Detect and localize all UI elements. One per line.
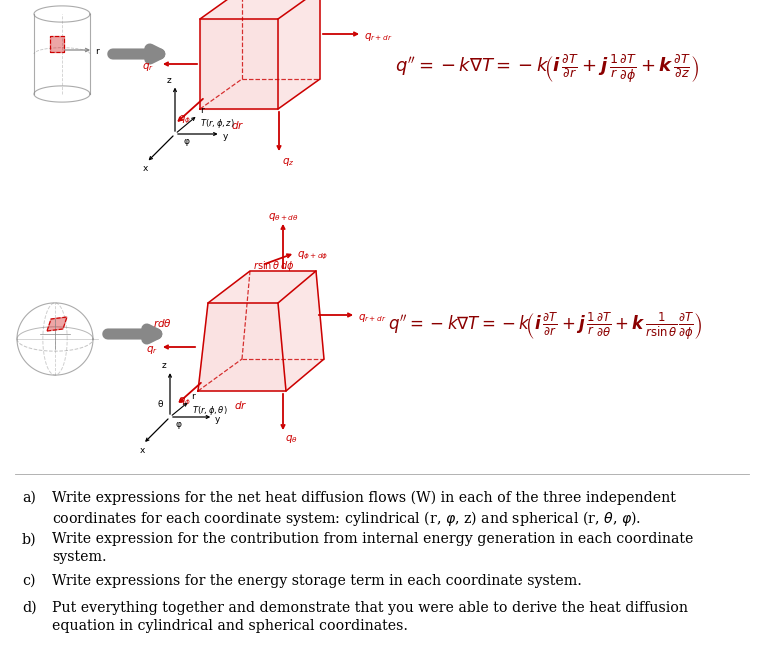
Text: coordinates for each coordinate system: cylindrical (r, $\varphi$, z) and spheri: coordinates for each coordinate system: … (52, 509, 641, 528)
Polygon shape (200, 0, 320, 19)
Text: r: r (199, 106, 203, 115)
Text: x: x (139, 446, 144, 455)
Text: $rd\theta$: $rd\theta$ (153, 317, 172, 329)
Text: $q_{r+dr}$: $q_{r+dr}$ (358, 312, 387, 324)
Text: $q_{\theta+d\theta}$: $q_{\theta+d\theta}$ (268, 211, 299, 223)
Text: equation in cylindrical and spherical coordinates.: equation in cylindrical and spherical co… (52, 619, 408, 633)
Text: θ: θ (158, 400, 163, 409)
Text: $q_\phi$: $q_\phi$ (178, 114, 191, 126)
Text: system.: system. (52, 551, 107, 565)
Text: b): b) (22, 533, 37, 547)
Text: a): a) (22, 491, 36, 505)
Polygon shape (278, 0, 320, 109)
Text: z: z (167, 76, 172, 85)
Text: $q_{r+dr}$: $q_{r+dr}$ (364, 31, 393, 43)
Text: z: z (162, 361, 167, 371)
Text: y: y (215, 415, 220, 424)
Text: $q_r$: $q_r$ (142, 61, 154, 73)
Text: φ: φ (175, 420, 181, 429)
Text: $dr$: $dr$ (231, 119, 244, 131)
Text: $q_{\phi+d\phi}$: $q_{\phi+d\phi}$ (297, 250, 329, 262)
Text: $q_\phi$: $q_\phi$ (178, 395, 191, 408)
Text: Put everything together and demonstrate that you were able to derive the heat di: Put everything together and demonstrate … (52, 601, 688, 615)
Text: $\boldsymbol{q''} = -k\nabla T = -k\!\left(\boldsymbol{i}\,\frac{\partial T}{\pa: $\boldsymbol{q''} = -k\nabla T = -k\!\le… (388, 311, 703, 343)
Text: d): d) (22, 601, 37, 615)
Polygon shape (50, 36, 64, 52)
Polygon shape (198, 303, 286, 391)
Text: x: x (143, 165, 148, 173)
Text: $dz$: $dz$ (193, 0, 207, 1)
Text: Write expressions for the net heat diffusion flows (W) in each of the three inde: Write expressions for the net heat diffu… (52, 491, 676, 505)
Polygon shape (47, 317, 67, 331)
Text: $dr$: $dr$ (234, 399, 248, 411)
Text: $q_z$: $q_z$ (282, 156, 295, 168)
Text: r: r (95, 47, 99, 56)
Polygon shape (200, 19, 278, 109)
Text: y: y (222, 132, 228, 141)
Text: $r\sin\theta\,d\phi$: $r\sin\theta\,d\phi$ (253, 259, 294, 273)
Text: r: r (192, 392, 196, 401)
Polygon shape (208, 271, 316, 303)
Text: $T(r,\phi,\theta)$: $T(r,\phi,\theta)$ (192, 404, 227, 417)
Text: Write expression for the contribution from internal energy generation in each co: Write expression for the contribution fr… (52, 533, 694, 547)
Text: $q_\theta$: $q_\theta$ (285, 433, 298, 445)
Text: c): c) (22, 574, 35, 588)
Text: φ: φ (183, 137, 189, 146)
Text: Write expressions for the energy storage term in each coordinate system.: Write expressions for the energy storage… (52, 574, 582, 588)
Text: $\boldsymbol{q''} = -k\nabla T = -k\!\left(\boldsymbol{i}\,\frac{\partial T}{\pa: $\boldsymbol{q''} = -k\nabla T = -k\!\le… (395, 53, 699, 85)
Text: $q_r$: $q_r$ (146, 344, 158, 356)
Polygon shape (278, 271, 324, 391)
Text: $T(r,\phi,z)$: $T(r,\phi,z)$ (199, 117, 235, 130)
